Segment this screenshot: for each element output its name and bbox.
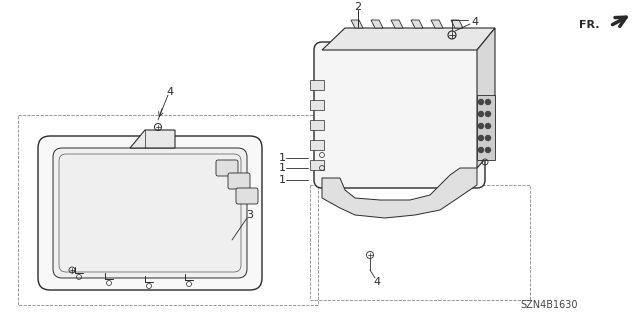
Circle shape: [486, 147, 490, 152]
FancyBboxPatch shape: [38, 136, 262, 290]
Polygon shape: [322, 168, 477, 218]
Bar: [310, 185, 530, 300]
Polygon shape: [391, 20, 403, 28]
Text: 1: 1: [278, 163, 285, 173]
Text: 1: 1: [278, 153, 285, 163]
Polygon shape: [351, 20, 363, 28]
Circle shape: [486, 100, 490, 105]
Polygon shape: [431, 20, 443, 28]
Text: 4: 4: [373, 277, 381, 287]
Circle shape: [486, 123, 490, 129]
FancyBboxPatch shape: [314, 42, 485, 188]
Circle shape: [486, 112, 490, 116]
Polygon shape: [371, 20, 383, 28]
Bar: [310, 80, 324, 90]
Bar: [310, 160, 324, 170]
Text: SZN4B1630: SZN4B1630: [520, 300, 577, 310]
Polygon shape: [451, 20, 463, 28]
FancyBboxPatch shape: [53, 148, 247, 278]
Bar: [18, 115, 318, 305]
Polygon shape: [322, 28, 495, 50]
Text: 2: 2: [355, 2, 362, 12]
Text: 3: 3: [246, 210, 253, 220]
Circle shape: [479, 123, 483, 129]
Circle shape: [479, 136, 483, 140]
Text: 4: 4: [166, 87, 173, 97]
Circle shape: [486, 136, 490, 140]
Circle shape: [479, 100, 483, 105]
Circle shape: [479, 112, 483, 116]
Bar: [310, 120, 324, 130]
FancyBboxPatch shape: [236, 188, 258, 204]
Bar: [477, 95, 495, 160]
FancyBboxPatch shape: [216, 160, 238, 176]
FancyBboxPatch shape: [228, 173, 250, 189]
Polygon shape: [477, 28, 495, 168]
Text: 1: 1: [278, 175, 285, 185]
Text: 4: 4: [472, 17, 479, 27]
Bar: [310, 140, 324, 150]
Bar: [310, 100, 324, 110]
Polygon shape: [411, 20, 423, 28]
Circle shape: [479, 147, 483, 152]
Text: FR.: FR.: [579, 20, 600, 30]
Polygon shape: [130, 130, 175, 148]
